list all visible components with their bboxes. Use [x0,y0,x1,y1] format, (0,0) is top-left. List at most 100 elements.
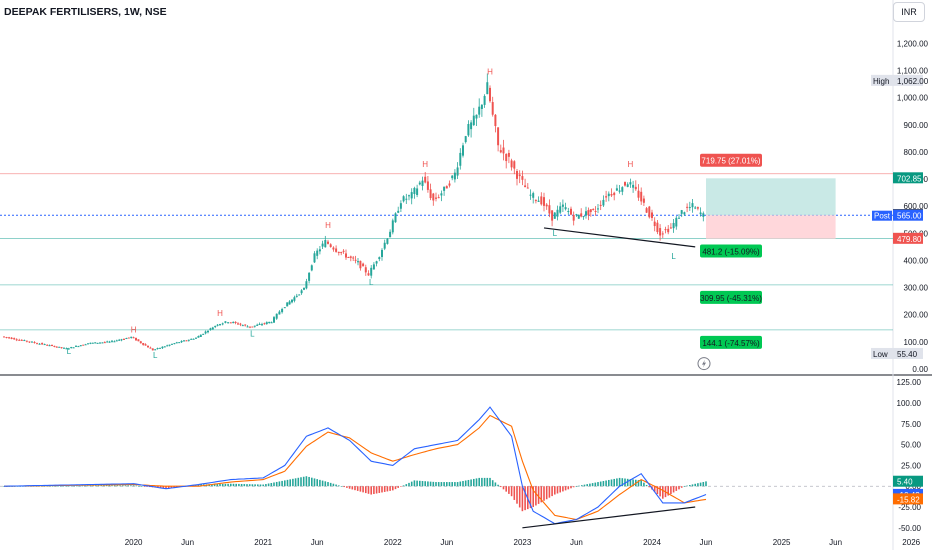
candle-body [38,343,41,345]
macd-histogram-bar [294,478,297,487]
candle-body [545,204,548,207]
macd-histogram-bar [108,485,111,487]
swing-high-marker: H [422,160,428,169]
macd-histogram-bar [105,485,108,487]
candle-body [691,203,694,208]
time-axis-tick: Jun [311,538,324,547]
macd-histogram-bar [435,482,437,487]
candle-body [669,227,672,229]
candle-body [5,337,8,339]
candle-body [175,342,178,344]
macd-histogram-bar [497,484,499,487]
candle-body [478,106,481,115]
candle-body [171,343,173,345]
candle-body [375,261,378,264]
macd-histogram-bar [292,478,294,487]
macd-axis-tick: 75.00 [901,420,922,429]
price-axis-tick: 300.00 [904,284,929,293]
macd-line [4,406,707,525]
candle-body [529,194,532,196]
macd-histogram-bar [575,486,578,487]
macd-histogram-bar [119,485,121,487]
macd-histogram-bar [332,483,335,487]
candle-body [261,324,263,326]
candle-body [491,102,494,115]
candle-body [195,337,197,339]
macd-histogram-bar [311,477,313,487]
macd-histogram-bar [316,479,318,487]
macd-histogram-bar [57,485,59,487]
candle-body [675,217,678,227]
candle-body [113,341,116,343]
candles-group [3,73,705,351]
macd-histogram-bar [599,481,602,487]
macd-histogram-bar [41,485,43,487]
candle-body [362,263,365,267]
candle-body [624,182,626,186]
macd-histogram-bar [354,486,356,491]
time-axis-tick: 2025 [773,538,791,547]
candle-body [241,325,244,327]
candle-body [448,183,451,186]
macd-histogram-bar [429,481,432,487]
candle-body [502,147,505,154]
candle-body [394,213,397,223]
candle-body [310,265,313,271]
macd-histogram-bar [367,486,370,494]
macd-histogram-bar [686,485,688,487]
currency-button[interactable]: INR [893,2,925,22]
macd-histogram-bar [416,480,418,487]
macd-histogram-bar [567,486,570,490]
candle-body [156,348,159,350]
time-axis-tick: Jun [440,538,453,547]
candle-body [537,200,540,202]
macd-histogram-bar [343,486,345,488]
macd-histogram-bar [613,478,615,487]
candle-body [349,256,352,258]
macd-histogram-bar [667,486,669,496]
candle-body [48,345,51,347]
candle-body [118,339,121,341]
candle-body [244,324,247,326]
candle-body [564,207,567,210]
macd-histogram-bar [173,486,175,488]
candle-body [159,347,161,349]
candle-body [686,206,689,208]
candle-body [15,339,18,341]
swing-high-marker: H [487,68,493,77]
candle-body [645,208,648,213]
swing-low-marker: L [67,347,72,356]
macd-histogram-bar [265,484,267,487]
macd-histogram-bar [464,480,467,487]
macd-histogram-bar [521,486,524,512]
candle-body [298,294,301,296]
macd-histogram-bar [678,486,680,490]
candle-body [202,333,205,335]
macd-histogram-bar [397,486,399,488]
macd-histogram-bar [689,485,691,487]
macd-histogram-bar [683,486,686,487]
macd-histogram-bar [300,477,302,487]
macd-histogram-bar [672,486,675,493]
candle-body [472,115,475,126]
macd-histogram-bar [308,476,310,487]
candle-body [94,342,97,344]
candle-body [667,228,670,233]
macd-histogram-bar [389,486,391,491]
macd-histogram-bar [392,486,394,491]
macd-value-tag [893,475,923,487]
candle-body [144,344,147,346]
candle-body [413,187,416,194]
candle-body [551,210,554,221]
candle-body [139,341,142,344]
macd-histogram-bar [267,483,270,487]
candle-body [163,346,166,348]
candle-body [556,209,559,217]
macd-histogram-bar [211,484,213,487]
candle-body [63,347,65,349]
level-label-text: 481.2 (-15.09%) [702,247,760,256]
candle-body [357,261,359,263]
candle-body [526,187,529,189]
swing-low-marker: L [369,278,374,287]
candle-body [127,337,130,339]
